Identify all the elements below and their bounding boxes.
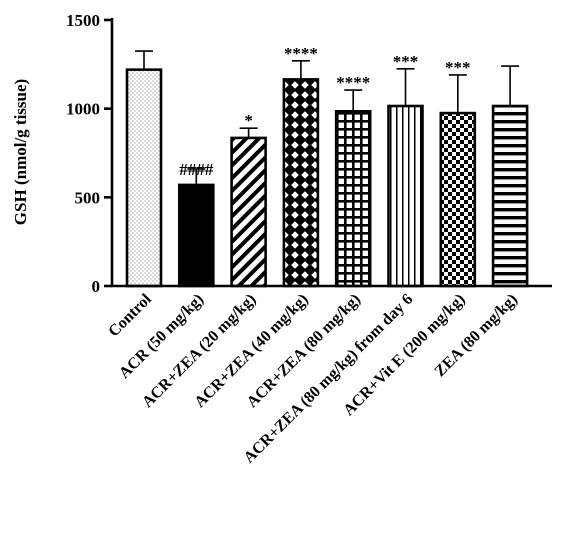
bar	[282, 78, 320, 288]
y-tick-label: 500	[75, 188, 101, 207]
significance-label: ####	[179, 160, 214, 179]
significance-label: ***	[445, 58, 471, 77]
bar	[334, 110, 372, 288]
significance-label: ****	[336, 73, 370, 92]
y-ticks-group: 0 500 1000 1500	[66, 11, 112, 296]
y-tick-label: 0	[92, 277, 101, 296]
significance-label: ***	[393, 52, 419, 71]
bar	[439, 111, 477, 288]
significance-label: ****	[284, 44, 318, 63]
y-tick-label: 1000	[66, 100, 100, 119]
error-bars-group	[135, 50, 520, 185]
y-axis-label: GSH (nmol/g tissue)	[11, 79, 30, 225]
bar	[230, 136, 267, 288]
annotations-group: ####************ ***	[179, 44, 470, 179]
bar	[491, 104, 529, 288]
bar	[387, 104, 424, 288]
y-tick-label: 1500	[66, 11, 100, 30]
axes-group	[110, 18, 552, 288]
x-tick-label: Control	[105, 290, 155, 340]
significance-label: *	[244, 111, 253, 130]
y-axis-label-group: GSH (nmol/g tissue)	[11, 79, 30, 225]
bar	[125, 68, 163, 288]
bar	[178, 183, 215, 288]
